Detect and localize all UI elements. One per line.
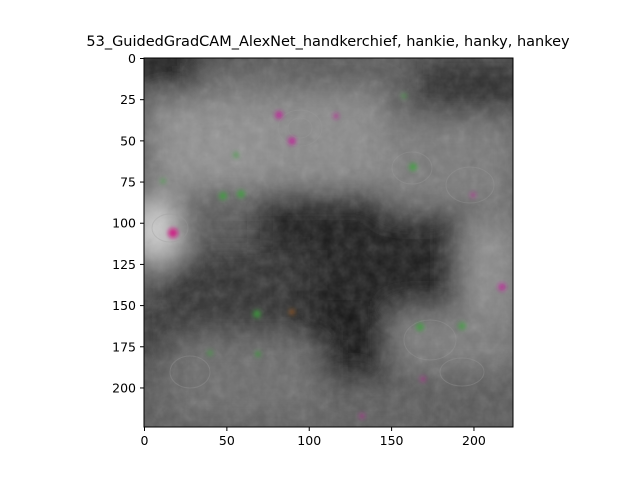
x-tick-label: 0: [141, 433, 149, 448]
x-tick-label: 150: [380, 433, 404, 448]
y-axis: 0 25 50 75 100 125 150 175 200: [112, 51, 144, 395]
y-tick-label: 175: [112, 339, 136, 354]
x-tick-label: 200: [462, 433, 486, 448]
axes-frame: [143, 57, 514, 428]
y-tick-label: 25: [120, 92, 136, 107]
y-tick-label: 0: [128, 51, 136, 66]
x-axis: 0 50 100 150 200: [141, 427, 486, 448]
y-tick-label: 150: [112, 298, 136, 313]
x-tick-label: 100: [297, 433, 321, 448]
x-tick-label: 50: [219, 433, 235, 448]
y-tick-label: 75: [120, 175, 136, 190]
y-tick-label: 200: [112, 380, 136, 395]
plot-title: 53_GuidedGradCAM_AlexNet_handkerchief, h…: [86, 34, 570, 50]
y-tick-label: 50: [120, 133, 136, 148]
y-tick-label: 125: [112, 257, 136, 272]
gradcam-image: [144, 58, 513, 427]
y-tick-label: 100: [112, 216, 136, 231]
